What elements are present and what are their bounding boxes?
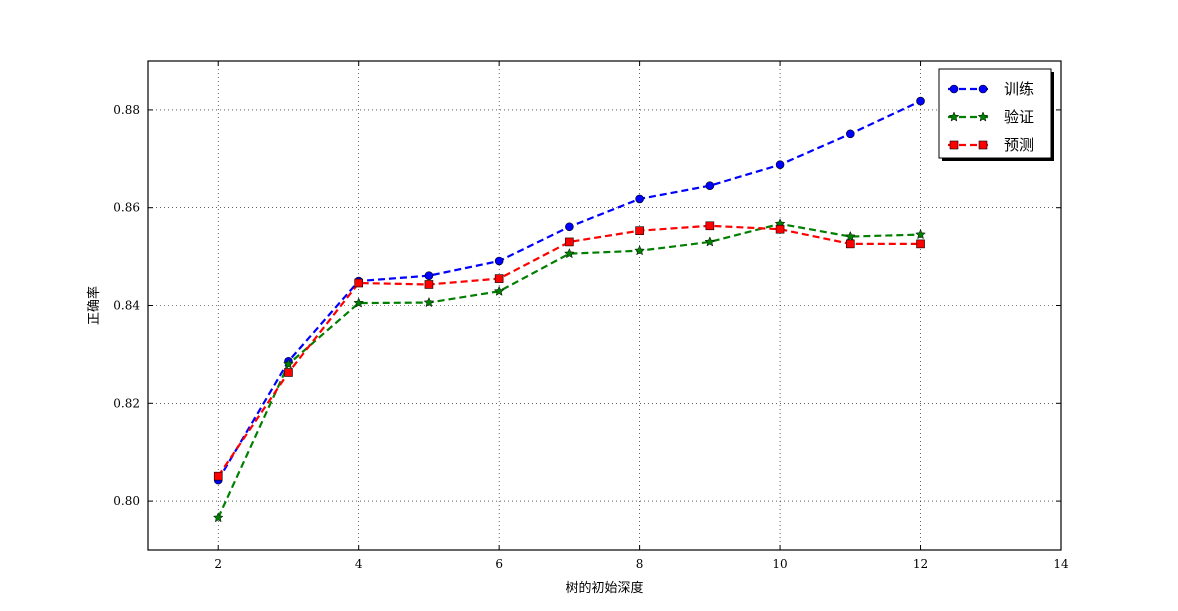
data-point (775, 160, 785, 169)
data-point (916, 239, 925, 249)
x-tick-label: 2 (214, 557, 222, 571)
series-1 (212, 218, 926, 523)
data-point (212, 512, 224, 523)
x-tick-label: 14 (1053, 557, 1069, 571)
y-tick-label: 0.84 (113, 299, 140, 313)
data-point (846, 239, 855, 249)
data-point (705, 221, 715, 231)
x-axis-label: 树的初始深度 (565, 580, 643, 596)
legend-item: 预测 (948, 136, 1034, 154)
data-point (424, 271, 434, 280)
data-point (213, 471, 223, 481)
y-tick-label: 0.80 (113, 494, 140, 508)
data-point (844, 230, 856, 242)
data-point (353, 297, 365, 308)
y-tick-label: 0.82 (113, 396, 140, 410)
x-tick-label: 8 (636, 557, 644, 571)
data-point (705, 181, 715, 190)
x-tick-label: 6 (495, 557, 503, 571)
data-point (565, 237, 574, 247)
data-point (354, 278, 363, 288)
data-point (284, 368, 293, 377)
series-2 (213, 221, 925, 481)
legend-label: 训练 (1004, 80, 1034, 98)
series-0 (213, 96, 925, 485)
data-point (494, 274, 504, 283)
legend-marker (949, 140, 959, 150)
grid-lines (148, 61, 1061, 550)
data-point (283, 358, 294, 369)
legend-marker (977, 111, 989, 122)
data-point (634, 245, 645, 256)
axis-ticks: 2 4 6 8 10 12 14 0.80 0.82 0.84 0.86 0.88 (113, 61, 1069, 571)
legend-item: 验证 (948, 108, 1034, 126)
data-point (565, 222, 574, 232)
y-tick-label: 0.88 (113, 103, 140, 117)
data-point (775, 224, 785, 234)
series-line (217, 224, 921, 477)
x-tick-label: 10 (772, 557, 787, 571)
data-point (916, 96, 925, 106)
legend-label: 验证 (1004, 108, 1034, 126)
data-point (423, 296, 435, 308)
legend-marker (949, 84, 959, 94)
data-point (564, 248, 575, 259)
data-point (704, 236, 716, 247)
legend-marker (978, 84, 988, 94)
series-line (217, 222, 921, 519)
data-point (635, 194, 644, 204)
series-line (217, 100, 922, 481)
legend-marker (978, 140, 988, 150)
data-point (846, 129, 855, 139)
y-tick-label: 0.86 (113, 201, 140, 215)
y-axis-label: 正确率 (86, 286, 102, 325)
data-point (915, 228, 926, 240)
series-layer (212, 96, 926, 523)
data-point (424, 280, 434, 289)
legend-item: 训练 (948, 80, 1034, 98)
data-point (635, 226, 644, 235)
data-point (494, 256, 504, 266)
legend-label: 预测 (1004, 136, 1034, 154)
x-tick-label: 12 (913, 557, 928, 571)
x-tick-label: 4 (355, 557, 363, 571)
data-point (493, 285, 505, 296)
legend-marker (948, 111, 960, 122)
